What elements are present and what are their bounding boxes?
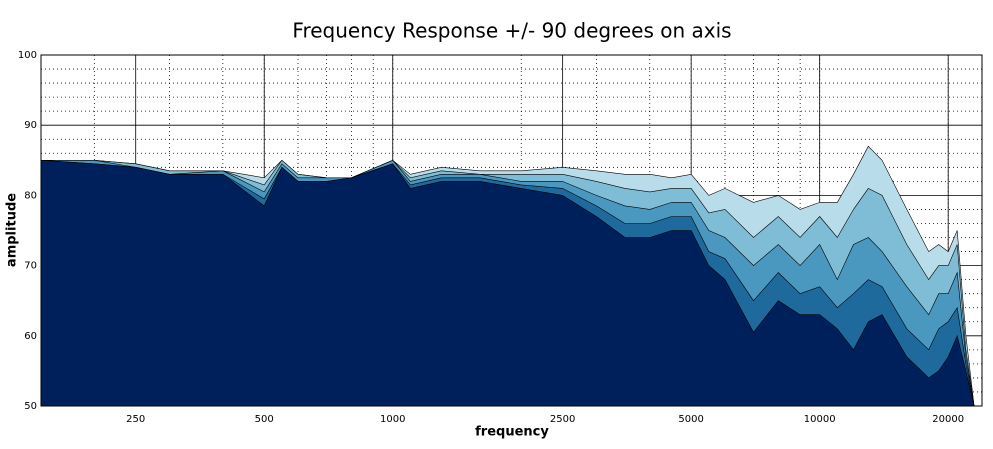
y-tick-label: 60 [24,331,37,342]
x-tick-label: 250 [126,414,145,425]
chart-title: Frequency Response +/- 90 degrees on axi… [292,19,731,43]
y-tick-label: 90 [24,120,37,131]
area [41,160,975,406]
y-tick-label: 100 [18,50,37,61]
y-tick-label: 70 [24,261,37,272]
area-outline [41,159,975,407]
plot-frame [40,54,983,407]
x-tick-label: 5000 [678,414,703,425]
area-outline [40,160,975,407]
x-tick-label: 2500 [550,414,575,425]
x-tick-label: 500 [255,414,274,425]
x-tick-label: 20000 [932,414,964,425]
y-tick-label: 80 [24,190,37,201]
x-tick-label: 10000 [804,414,836,425]
x-axis-label: frequency [475,425,549,440]
y-axis-label: amplitude [5,193,20,267]
area-outline [41,159,975,407]
y-tick-label: 50 [24,401,37,412]
x-tick-label: 1000 [380,414,405,425]
